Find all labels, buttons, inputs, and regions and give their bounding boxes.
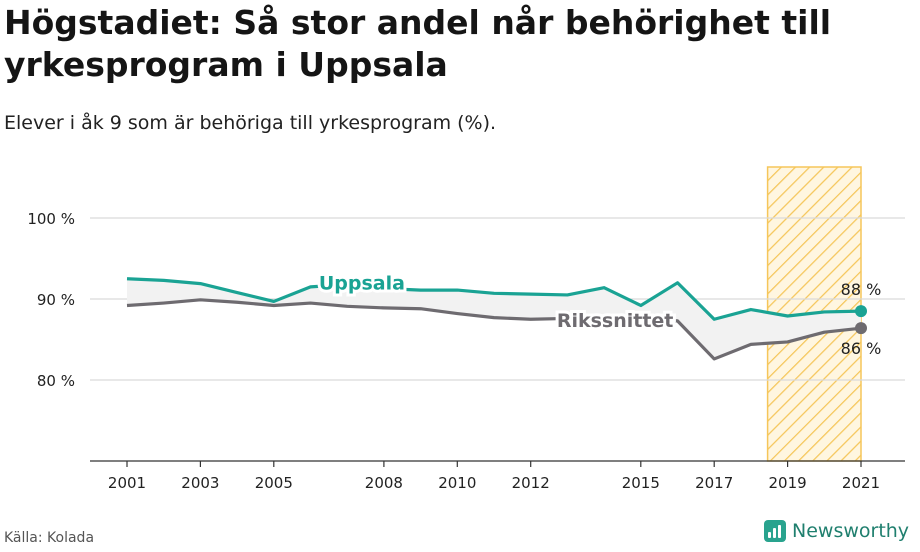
- y-tick-label: 100 %: [27, 210, 75, 228]
- x-tick-label: 2019: [769, 474, 807, 492]
- x-tick-label: 2021: [842, 474, 880, 492]
- x-tick-label: 2008: [365, 474, 403, 492]
- x-tick-label: 2017: [695, 474, 733, 492]
- end-label-uppsala: 88 %: [841, 280, 882, 299]
- series-line-uppsala: [126, 277, 862, 321]
- chart-title: Högstadiet: Så stor andel når behörighet…: [4, 3, 832, 84]
- series-line-rikssnittet: [126, 298, 862, 361]
- x-tick-label: 2005: [255, 474, 293, 492]
- y-tick-label: 80 %: [37, 372, 75, 390]
- x-tick-label: 2010: [438, 474, 476, 492]
- series-label-uppsala: Uppsala: [319, 272, 405, 294]
- brand-logo: Newsworthy: [764, 520, 909, 542]
- newsworthy-logo-icon: [764, 520, 786, 542]
- end-marker-uppsala: [855, 305, 867, 318]
- x-tick-label: 2001: [108, 474, 146, 492]
- series-label-rikssnittet: Rikssnittet: [557, 310, 674, 332]
- x-tick-label: 2015: [622, 474, 660, 492]
- end-label-rikssnittet: 86 %: [841, 339, 882, 358]
- source-note: Källa: Kolada: [4, 530, 95, 546]
- brand-name: Newsworthy: [792, 520, 910, 542]
- x-tick-label: 2012: [512, 474, 550, 492]
- end-marker-rikssnittet: [855, 322, 867, 335]
- gap-area: [127, 278, 861, 359]
- y-tick-label: 90 %: [37, 291, 75, 309]
- x-tick-label: 2003: [181, 474, 219, 492]
- chart-subtitle: Elever i åk 9 som är behöriga till yrkes…: [4, 112, 497, 134]
